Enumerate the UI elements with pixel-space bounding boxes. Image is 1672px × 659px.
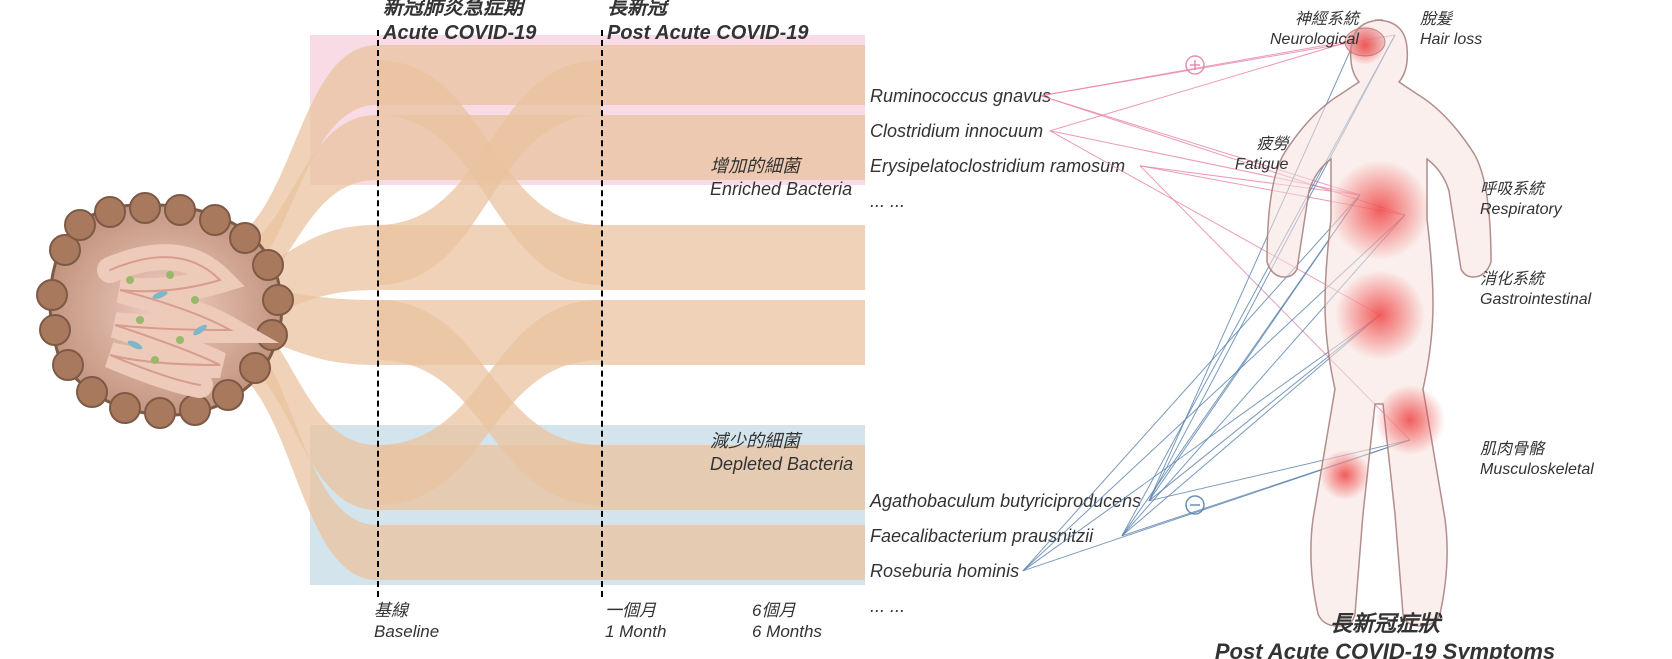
- bacteria-item: Agathobaculum butyriciproducens: [870, 490, 1141, 513]
- body-title-cn: 長新冠症狀: [1170, 610, 1600, 638]
- axis-baseline: [377, 30, 379, 597]
- bacteria-item: Erysipelatoclostridium ramosum: [870, 155, 1125, 178]
- phase-acute: 新冠肺炎急症期 Acute COVID-19: [383, 0, 536, 46]
- timeline-six-months-en: 6 Months: [752, 621, 822, 642]
- gut-illustration: [20, 180, 300, 440]
- timeline-six-months: 6個月 6 Months: [752, 600, 822, 643]
- symptom-hair_loss: 脫髮Hair loss: [1420, 10, 1482, 50]
- body-title: 長新冠症狀 Post Acute COVID-19 Symptoms: [1170, 610, 1600, 659]
- axis-one-month: [601, 30, 603, 597]
- phase-acute-en: Acute COVID-19: [383, 21, 536, 46]
- bacteria-item: ... ...: [870, 190, 905, 213]
- diagram-stage: 新冠肺炎急症期 Acute COVID-19 長新冠 Post Acute CO…: [0, 0, 1672, 659]
- timeline-one-month-cn: 一個月: [605, 600, 666, 621]
- group-depleted-en: Depleted Bacteria: [710, 453, 853, 476]
- phase-acute-cn: 新冠肺炎急症期: [383, 0, 536, 21]
- symptom-neurological: 神經系統Neurological: [1270, 10, 1359, 50]
- bacteria-item: Roseburia hominis: [870, 560, 1019, 583]
- timeline-one-month-en: 1 Month: [605, 621, 666, 642]
- bacteria-item: Clostridium innocuum: [870, 120, 1043, 143]
- group-enriched-cn: 增加的細菌: [710, 155, 852, 178]
- group-enriched: 增加的細菌 Enriched Bacteria: [710, 155, 852, 200]
- bacteria-item: Faecalibacterium prausnitzii: [870, 525, 1093, 548]
- symptom-musculoskeletal: 肌肉骨骼Musculoskeletal: [1480, 440, 1594, 480]
- symptom-gastrointestinal: 消化系統Gastrointestinal: [1480, 270, 1591, 310]
- timeline-six-months-cn: 6個月: [752, 600, 822, 621]
- symptom-fatigue: 疲勞Fatigue: [1235, 135, 1288, 175]
- bacteria-item: ... ...: [870, 595, 905, 618]
- phase-post-cn: 長新冠: [607, 0, 809, 21]
- group-depleted-cn: 減少的細菌: [710, 430, 853, 453]
- bacteria-item: Ruminococcus gnavus: [870, 85, 1051, 108]
- symptom-respiratory: 呼吸系統Respiratory: [1480, 180, 1562, 220]
- group-enriched-en: Enriched Bacteria: [710, 178, 852, 201]
- timeline-one-month: 一個月 1 Month: [605, 600, 666, 643]
- body-title-en: Post Acute COVID-19 Symptoms: [1170, 638, 1600, 659]
- group-depleted: 減少的細菌 Depleted Bacteria: [710, 430, 853, 475]
- phase-post-en: Post Acute COVID-19: [607, 21, 809, 46]
- phase-post: 長新冠 Post Acute COVID-19: [607, 0, 809, 46]
- timeline-baseline: 基線 Baseline: [374, 600, 439, 643]
- timeline-baseline-cn: 基線: [374, 600, 439, 621]
- timeline-baseline-en: Baseline: [374, 621, 439, 642]
